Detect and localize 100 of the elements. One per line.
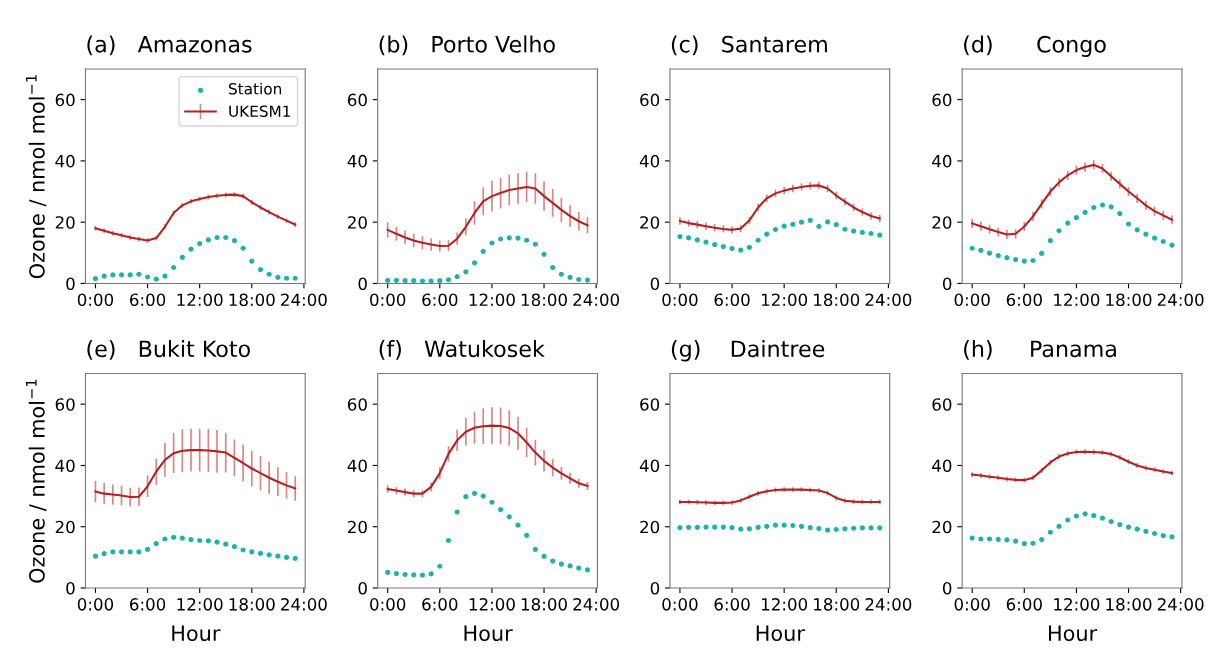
x-tick-label: 18:00 (521, 598, 567, 611)
point (136, 271, 142, 277)
point (214, 539, 220, 545)
point (1108, 518, 1114, 525)
point (445, 537, 452, 544)
point (231, 237, 238, 244)
point (1030, 257, 1036, 264)
point (471, 260, 478, 266)
y-tick-label: 20 (348, 216, 367, 229)
chart-title: (e) Bukit Koto (87, 339, 250, 360)
y-tick-label: 0 (66, 277, 75, 291)
x-tick-label: 6:00 (1006, 598, 1042, 611)
x-tick-label: 12:00 (177, 598, 223, 611)
point (558, 271, 564, 277)
point (1056, 523, 1062, 530)
y-tick-label: 40 (639, 154, 660, 168)
y-tick-label: 60 (640, 93, 660, 107)
point (385, 569, 391, 575)
point (153, 276, 159, 282)
y-tick-label: 40 (347, 459, 367, 473)
chart-title: (g) Daintree (671, 339, 825, 362)
point (824, 219, 831, 225)
point (738, 247, 744, 253)
point (437, 278, 443, 284)
x-tick-label: 12:00 (761, 598, 808, 611)
y-tick-label: 40 (55, 459, 75, 473)
x-tick-label: 0:00 (77, 598, 114, 611)
point (1151, 530, 1158, 537)
point (266, 271, 272, 277)
point (437, 563, 443, 569)
point (411, 278, 417, 284)
point (283, 554, 290, 560)
point (489, 240, 495, 246)
point (567, 274, 573, 280)
point (402, 278, 408, 284)
point (842, 226, 848, 232)
chart-title: (d) Congo (964, 35, 1106, 57)
point (144, 546, 151, 553)
point (1134, 227, 1140, 233)
point (515, 235, 521, 241)
x-tick-label: 12:00 (761, 293, 808, 307)
line-series (94, 449, 297, 499)
x-axis-title: Hour (464, 625, 513, 642)
y-tick-label: 60 (640, 398, 660, 411)
point (463, 269, 469, 275)
point (1073, 513, 1079, 519)
point (480, 248, 486, 254)
point (995, 536, 1001, 542)
y-tick-label: 20 (640, 520, 660, 534)
y-tick-label: 20 (55, 520, 75, 534)
chart-title: (b) Porto Velho (379, 35, 555, 56)
point (1065, 220, 1071, 226)
y-tick-label: 60 (347, 398, 367, 411)
point (162, 273, 168, 279)
point (1143, 231, 1149, 237)
point (755, 237, 761, 243)
y-tick-label: 0 (650, 581, 660, 595)
y-tick-label: 40 (347, 154, 367, 168)
x-tick-label: 0:00 (370, 598, 406, 611)
point (1099, 202, 1106, 208)
point (790, 221, 796, 227)
point (807, 217, 813, 223)
point (92, 553, 99, 559)
point (197, 241, 203, 247)
point (101, 551, 107, 557)
x-tick-label: 24:00 (573, 598, 620, 611)
point (1039, 250, 1045, 257)
x-tick-label: 18:00 (1106, 598, 1152, 611)
point (249, 258, 255, 264)
point (179, 254, 185, 261)
point (720, 244, 726, 250)
x-tick-label: 18:00 (229, 293, 275, 307)
point (240, 245, 246, 251)
point (257, 267, 264, 273)
y-axis-title: Ozone / nmol mol$^{−1}$ (25, 379, 47, 583)
point (1169, 242, 1175, 248)
point (223, 234, 229, 241)
point (1117, 521, 1123, 528)
point (816, 223, 822, 230)
point (1169, 534, 1175, 540)
point (532, 241, 538, 247)
point (584, 567, 591, 573)
point (275, 274, 281, 280)
x-tick-label: 6:00 (422, 598, 458, 611)
point (1082, 209, 1088, 215)
x-tick-label: 12:00 (1054, 598, 1100, 611)
chart-title: (a) Amazonas (87, 35, 252, 56)
x-tick-label: 0:00 (370, 293, 406, 307)
point (686, 235, 692, 241)
point (506, 514, 512, 520)
point (249, 549, 255, 555)
x-tick-label: 0:00 (662, 598, 698, 611)
point (746, 244, 753, 250)
point (1151, 235, 1158, 241)
y-tick-label: 0 (358, 277, 367, 291)
point (541, 553, 547, 560)
point (1030, 540, 1036, 546)
point (118, 272, 125, 278)
x-tick-label: 18:00 (521, 293, 567, 307)
point (205, 538, 211, 544)
